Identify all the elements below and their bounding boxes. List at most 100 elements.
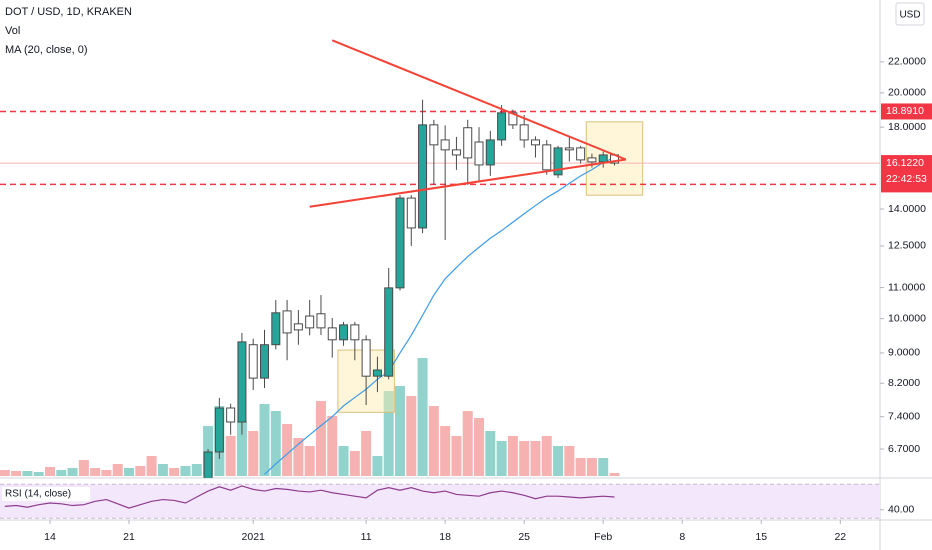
volume-bar (485, 431, 496, 476)
candle-body (530, 139, 540, 146)
y-tick-label: 7.4000 (888, 410, 920, 422)
volume-bar (394, 386, 405, 476)
y-tick-label: 14.0000 (888, 203, 926, 215)
rsi-label-box (2, 487, 90, 501)
candle-body (542, 144, 552, 171)
candle-body (564, 147, 574, 151)
price-line-label-box (881, 103, 932, 120)
volume-bar (11, 471, 22, 476)
candle-body (282, 310, 292, 334)
last-price-box (881, 155, 932, 188)
candle-body (440, 139, 450, 151)
volume-bar (406, 396, 417, 476)
candle-body (429, 124, 439, 146)
price-line-label: 18.8910 (886, 105, 924, 117)
candle-body (339, 324, 349, 341)
volume-bar (146, 456, 157, 476)
volume-bar (22, 471, 33, 476)
candle-body (553, 147, 563, 176)
volume-bar (451, 436, 462, 476)
volume-bar (564, 446, 575, 476)
candle-body (587, 157, 597, 163)
y-tick-label: 22.0000 (888, 56, 926, 68)
volume-bar (293, 438, 304, 476)
candle-body (576, 147, 586, 161)
candle-body (350, 324, 360, 341)
volume-bar (586, 458, 597, 476)
y-tick-label: 8.2000 (888, 377, 920, 389)
rsi-pane (0, 483, 880, 519)
volume-bar (417, 358, 428, 476)
volume-label: Vol (5, 25, 20, 37)
countdown-label: 22:42:53 (886, 173, 927, 185)
volume-bar (496, 441, 507, 476)
volume-bar (45, 467, 55, 476)
volume-bar (90, 468, 101, 476)
candle-body (485, 139, 495, 166)
volume-bar (124, 468, 135, 476)
volume-bar (507, 436, 518, 476)
trendline (331, 39, 627, 161)
volume-bar (225, 436, 236, 476)
price-pane (0, 39, 880, 478)
volume-bar (349, 451, 360, 476)
candle-body (237, 341, 247, 423)
volume-bar (462, 411, 473, 476)
candle-body (519, 124, 529, 141)
candle-body (497, 112, 507, 141)
volume-bar (372, 456, 383, 476)
x-tick-label: 14 (44, 531, 56, 543)
candle-body (474, 141, 484, 166)
rsi-tick-label: 40.00 (888, 504, 914, 516)
volume-bar (112, 464, 123, 476)
chart-title: DOT / USD, 1D, KRAKEN (5, 6, 132, 18)
volume-bar (519, 441, 530, 476)
candle-body (384, 287, 394, 377)
x-tick-label: 15 (755, 531, 767, 543)
volume-bar (135, 466, 146, 476)
volume-bar (0, 470, 10, 476)
candle-body (271, 312, 281, 346)
volume-bar (383, 391, 394, 476)
candle-body (248, 344, 258, 379)
candle-body (305, 315, 315, 329)
x-tick-label: 22 (834, 531, 846, 543)
candle-body (327, 327, 337, 341)
volume-bar (361, 431, 372, 476)
volume-bar (56, 470, 67, 476)
volume-bar (474, 418, 485, 476)
volume-bar (180, 466, 191, 476)
volume-bar (327, 416, 338, 476)
volume-bar (191, 464, 202, 476)
candle-body (361, 339, 371, 377)
x-tick-label: 25 (518, 531, 530, 543)
y-tick-label: 11.0000 (888, 281, 925, 293)
candle-body (226, 407, 236, 423)
volume-bar (157, 464, 168, 476)
volume-bar (169, 468, 180, 476)
x-tick-label: Feb (594, 531, 612, 543)
candle-body (395, 197, 405, 289)
candle-body (598, 154, 608, 163)
axes: 22.0000 20.0000 18.0000 14.0000 12.5000 11.00… (44, 56, 932, 543)
candle-body (372, 369, 382, 377)
x-tick-label: 8 (679, 531, 685, 543)
currency[interactable]: USD (899, 10, 920, 21)
currency-box[interactable] (895, 2, 925, 26)
rsi-line (4, 485, 615, 509)
volume-bar (530, 441, 541, 476)
volume-bar (338, 446, 349, 476)
candle-body (214, 407, 224, 453)
volume-bar (101, 470, 112, 476)
x-tick-label: 18 (439, 531, 451, 543)
volume-bar (541, 436, 552, 476)
candle-body (316, 313, 326, 329)
x-tick-label: 21 (123, 531, 135, 543)
candle-body (293, 323, 303, 331)
ma-line (264, 156, 615, 475)
candle-body (418, 124, 428, 229)
volume-bar (440, 426, 451, 476)
y-tick-label: 9.0000 (888, 347, 920, 359)
y-tick-label: 18.0000 (888, 121, 926, 133)
